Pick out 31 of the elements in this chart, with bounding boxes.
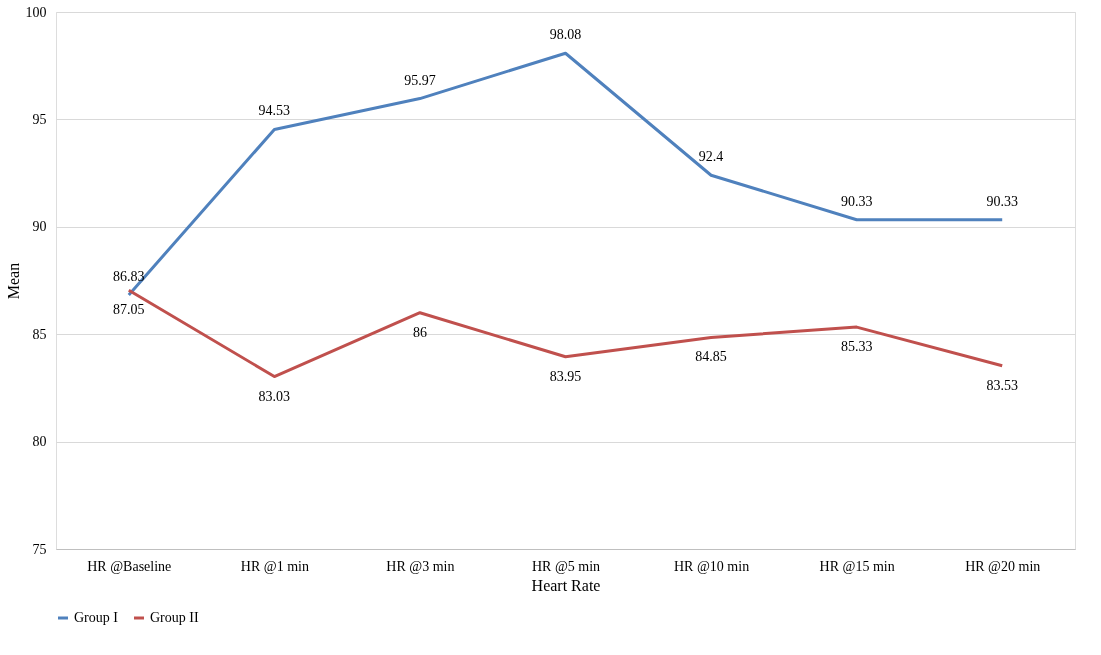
data-label: 95.97: [404, 72, 436, 88]
data-label: 86: [412, 324, 427, 340]
x-tick-label: HR @Baseline: [87, 558, 172, 574]
x-tick-label: HR @3 min: [386, 558, 455, 574]
y-tick-label: 75: [32, 541, 47, 557]
data-label: 83.95: [549, 368, 582, 384]
legend-label: Group II: [150, 610, 199, 625]
data-label: 98.08: [549, 27, 582, 43]
x-tick-label: HR @1 min: [240, 558, 309, 574]
legend-label: Group I: [74, 610, 119, 625]
y-tick-label: 80: [32, 434, 47, 450]
x-tick-label: HR @15 min: [819, 558, 895, 574]
x-tick-label: HR @5 min: [531, 558, 601, 574]
data-label: 94.53: [258, 103, 291, 119]
x-tick-label: HR @10 min: [674, 558, 750, 574]
x-axis-title: Heart Rate: [531, 576, 601, 594]
data-label: 83.53: [986, 377, 1018, 393]
y-tick-label: 95: [32, 111, 47, 127]
data-label: 83.03: [258, 388, 291, 404]
y-axis-title: Mean: [4, 262, 22, 300]
data-label: 90.33: [840, 193, 873, 209]
y-tick-label: 90: [32, 219, 47, 235]
data-label: 90.33: [986, 193, 1018, 209]
x-tick-label: HR @20 min: [965, 558, 1041, 574]
data-label: 85.33: [840, 339, 873, 355]
data-label: 87.05: [113, 302, 145, 318]
data-label: 84.85: [695, 349, 727, 365]
data-label: 92.4: [698, 149, 724, 165]
y-tick-label: 85: [32, 326, 47, 342]
data-label: 86.83: [113, 268, 145, 284]
y-tick-label: 100: [25, 4, 47, 20]
